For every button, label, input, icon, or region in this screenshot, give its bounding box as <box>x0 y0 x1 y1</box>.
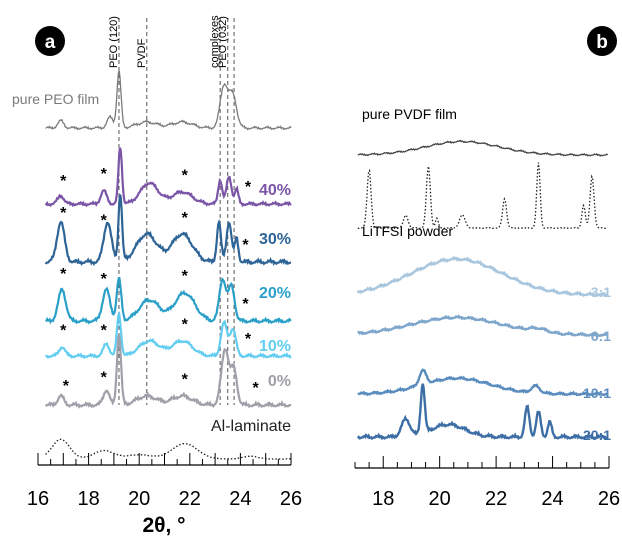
panel-a-x-axis-label: 2θ, ° <box>142 514 185 537</box>
asterisk-marker: * <box>182 268 189 285</box>
series-line-pure-pvdf-film <box>357 139 609 157</box>
panel-b-tick-label: 26 <box>598 488 620 510</box>
panel-b-label: b <box>596 32 608 53</box>
series-line-litfsi-powder <box>357 162 608 230</box>
ref-label-complexes: complexes <box>209 15 221 68</box>
panel-b-tick-label: 20 <box>429 488 451 510</box>
panel-b-plot: pure PVDF film LiTFSI powder 3:1 6:1 10:1 20:… <box>354 106 620 510</box>
asterisk-marker: * <box>101 271 108 288</box>
series-label-10-1: 10:1 <box>583 385 611 401</box>
series-label-litfsi-powder: LiTFSI powder <box>362 223 453 239</box>
asterisk-marker: * <box>101 323 108 340</box>
series-line-3-1 <box>356 255 609 298</box>
asterisk-marker: * <box>60 266 67 283</box>
panel-a-tick-label: 18 <box>77 488 99 510</box>
panel-b-tick-label: 18 <box>372 488 394 510</box>
series-label-al-laminate: Al-laminate <box>211 418 291 435</box>
panel-b-tick-label: 24 <box>541 488 563 510</box>
asterisk-marker: * <box>60 205 67 222</box>
asterisk-marker: * <box>60 173 67 190</box>
series-label-pure-pvdf-film: pure PVDF film <box>362 106 457 122</box>
panel-b-tick-label: 22 <box>485 488 507 510</box>
panel-a-tick-label: 16 <box>27 488 49 510</box>
panel-a-circle <box>35 26 65 56</box>
series-label-0: 0% <box>268 373 291 390</box>
series-label-20: 20% <box>259 285 291 302</box>
series-line-10 <box>44 310 292 360</box>
series-label-30: 30% <box>259 231 291 248</box>
series-line-30 <box>44 194 291 267</box>
panel-b-badge: b <box>587 26 617 56</box>
asterisk-marker: * <box>242 237 249 254</box>
asterisk-marker: * <box>101 166 108 183</box>
panel-a-tick-label: 22 <box>179 488 201 510</box>
panel-a-tick-label: 24 <box>229 488 251 510</box>
asterisk-marker: * <box>63 378 70 395</box>
series-line-al-laminate <box>45 438 292 460</box>
asterisk-marker: * <box>182 371 189 388</box>
series-label-40: 40% <box>259 182 291 199</box>
series-line-10-1 <box>357 368 609 397</box>
series-label-20-1: 20:1 <box>583 427 611 443</box>
panel-a-label: a <box>45 32 56 53</box>
asterisk-marker: * <box>182 210 189 227</box>
asterisk-marker: * <box>101 369 108 386</box>
asterisk-marker: * <box>242 296 249 313</box>
asterisk-marker: * <box>182 316 189 333</box>
ref-label-peo-032: PEO (032) <box>217 16 229 68</box>
series-line-0 <box>44 334 291 409</box>
series-label-3-1: 3:1 <box>591 284 611 300</box>
series-line-6-1 <box>357 314 609 338</box>
panel-a-badge: a <box>35 26 65 56</box>
asterisk-marker: * <box>101 213 108 230</box>
asterisk-marker: * <box>252 380 259 397</box>
ref-label-peo-120: PEO (120) <box>108 16 120 68</box>
series-label-pure-peo-film: pure PEO film <box>12 91 99 107</box>
panel-b-circle <box>587 26 617 56</box>
asterisk-marker: * <box>60 323 67 340</box>
series-line-40 <box>44 147 292 208</box>
series-line-pure-peo-film <box>45 70 292 131</box>
ref-label-pvdf: PVDF <box>136 38 148 68</box>
panel-a-tick-label: 20 <box>128 488 150 510</box>
asterisk-marker: * <box>245 179 252 196</box>
panel-a-tick-label: 26 <box>280 488 302 510</box>
series-line-20 <box>45 276 292 325</box>
asterisk-marker: * <box>245 331 252 348</box>
series-label-10: 10% <box>259 338 291 355</box>
series-label-6-1: 6:1 <box>591 328 611 344</box>
asterisk-marker: * <box>182 167 189 184</box>
series-line-20-1 <box>356 383 609 441</box>
